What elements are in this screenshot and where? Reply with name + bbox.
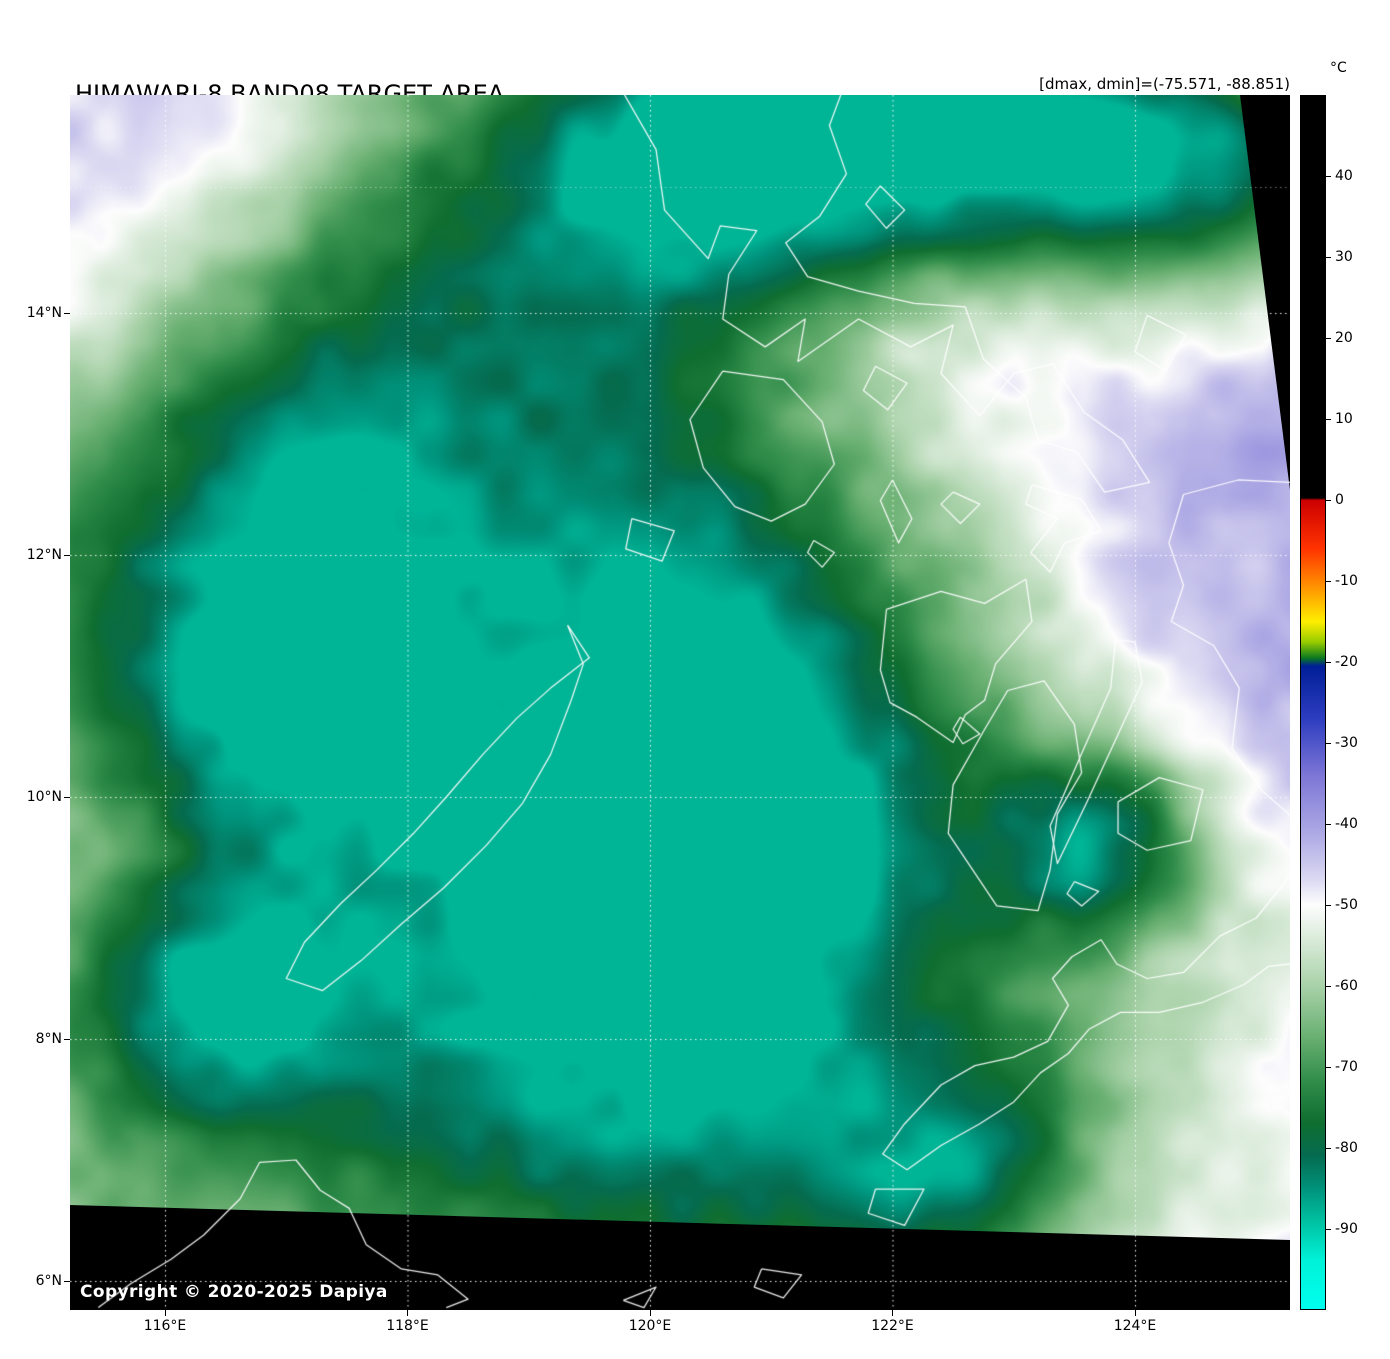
colorbar-tick-label: -30: [1335, 735, 1358, 751]
lat-tick-mark: [64, 1038, 70, 1040]
colorbar-tick-label: 10: [1335, 411, 1353, 427]
lat-tick-label: 10°N: [26, 789, 62, 805]
colorbar-tick-label: 40: [1335, 168, 1353, 184]
colorbar-tick-mark: [1326, 661, 1331, 663]
colorbar-tick-mark: [1326, 256, 1331, 258]
colorbar-tick-label: 30: [1335, 249, 1353, 265]
lat-tick-mark: [64, 312, 70, 314]
lat-tick-mark: [64, 554, 70, 556]
colorbar-tick-mark: [1326, 175, 1331, 177]
colorbar-tick-label: -60: [1335, 978, 1358, 994]
colorbar-tick-mark: [1326, 1228, 1331, 1230]
dmax-dmin-stats: [dmax, dmin]=(-75.571, -88.851): [1039, 75, 1290, 93]
colorbar-tick-mark: [1326, 418, 1331, 420]
colorbar-tick-label: 0: [1335, 492, 1344, 508]
colorbar-tick-mark: [1326, 742, 1331, 744]
colorbar-tick-label: -20: [1335, 654, 1358, 670]
colorbar-tick-mark: [1326, 580, 1331, 582]
colorbar-tick-mark: [1326, 1147, 1331, 1149]
lat-tick-label: 14°N: [26, 305, 62, 321]
colorbar-unit-label: °C: [1330, 60, 1347, 76]
lat-tick-label: 12°N: [26, 547, 62, 563]
colorbar-tick-label: -80: [1335, 1140, 1358, 1156]
lat-tick-mark: [64, 796, 70, 798]
lon-tick-label: 124°E: [1113, 1318, 1157, 1334]
lat-tick-mark: [64, 1280, 70, 1282]
colorbar-tick-mark: [1326, 904, 1331, 906]
lon-tick-label: 120°E: [628, 1318, 672, 1334]
colorbar-tick-mark: [1326, 499, 1331, 501]
lat-tick-label: 6°N: [35, 1273, 62, 1289]
lon-tick-label: 122°E: [871, 1318, 914, 1334]
satellite-plot-area: Copyright © 2020-2025 Dapiya: [70, 95, 1290, 1310]
colorbar-tick-label: -90: [1335, 1221, 1358, 1237]
colorbar-tick-mark: [1326, 985, 1331, 987]
copyright-watermark: Copyright © 2020-2025 Dapiya: [80, 1282, 388, 1302]
lon-tick-label: 116°E: [143, 1318, 187, 1334]
colorbar-tick-label: -50: [1335, 897, 1358, 913]
lon-tick-mark: [164, 1310, 166, 1316]
lon-tick-mark: [1134, 1310, 1136, 1316]
lon-tick-label: 118°E: [386, 1318, 429, 1334]
lon-tick-mark: [649, 1310, 651, 1316]
colorbar-tick-mark: [1326, 1066, 1331, 1068]
colorbar-tick-label: -70: [1335, 1059, 1358, 1075]
colorbar-tick-label: -40: [1335, 816, 1358, 832]
lon-tick-mark: [407, 1310, 408, 1316]
lat-tick-label: 8°N: [35, 1031, 62, 1047]
coastline-grid-overlay-canvas: [70, 95, 1290, 1310]
colorbar-tick-label: 20: [1335, 330, 1353, 346]
temperature-colorbar: [1300, 95, 1326, 1310]
lon-tick-mark: [892, 1310, 893, 1316]
colorbar-tick-mark: [1326, 337, 1331, 339]
colorbar-tick-mark: [1326, 823, 1331, 825]
figure-title: HIMAWARI-8 BAND08 TARGET AREA: [75, 79, 504, 111]
colorbar-tick-label: -10: [1335, 573, 1358, 589]
